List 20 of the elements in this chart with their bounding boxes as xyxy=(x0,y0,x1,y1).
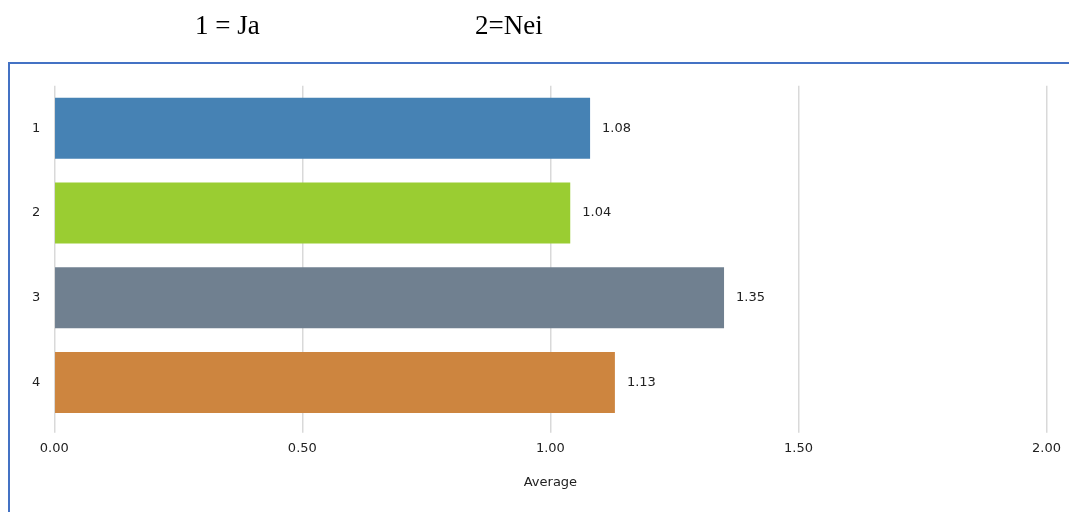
x-tick-label: 0.50 xyxy=(287,439,317,455)
data-label: 1.08 xyxy=(602,119,632,135)
bar xyxy=(55,182,571,244)
x-tick-label: 1.00 xyxy=(535,439,565,455)
x-tick-label: 1.50 xyxy=(783,439,813,455)
data-label: 1.35 xyxy=(736,289,765,305)
y-tick-label: 4 xyxy=(31,373,41,389)
y-tick-label: 2 xyxy=(31,204,41,220)
data-label: 1.04 xyxy=(582,204,612,220)
data-label: 1.13 xyxy=(626,373,656,389)
x-tick-label: 2.00 xyxy=(1032,439,1061,455)
bar xyxy=(55,351,615,413)
x-axis-title: Average xyxy=(523,473,578,489)
x-tick-label: 0.00 xyxy=(39,439,69,455)
y-tick-label: 3 xyxy=(31,289,41,305)
text: 2=Nei xyxy=(475,10,543,41)
text: 1 = Ja xyxy=(195,10,260,41)
bar xyxy=(55,267,725,329)
bar xyxy=(55,97,591,159)
y-tick-label: 1 xyxy=(31,119,41,135)
